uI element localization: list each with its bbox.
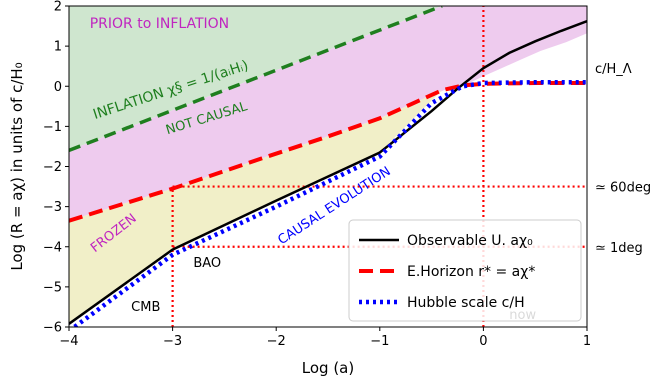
annotation-7: CMB: [131, 300, 160, 315]
y-tick-label-7: 0: [54, 80, 62, 95]
legend-label-3: Hubble scale c/H: [407, 295, 525, 311]
legend: Observable U. aχ₀ E.Horizon r* = aχ* Hubbl…: [348, 219, 582, 322]
y-tick-label-3: −4: [43, 240, 62, 255]
y-tick-label-2: −5: [43, 280, 62, 295]
right-label-2: ≃ 60deg: [595, 181, 651, 196]
right-labels-layer: c/H_Λ ≃ 60deg ≃ 1deg: [595, 62, 651, 256]
y-axis-label: Log (R = aχ) in units of c/H₀: [8, 62, 26, 270]
right-label-1: c/H_Λ: [595, 62, 632, 77]
legend-label-1: Observable U. aχ₀: [407, 233, 533, 249]
y-tick-label-5: −2: [43, 160, 62, 175]
right-label-3: ≃ 1deg: [595, 241, 643, 256]
y-tick-label-6: −1: [43, 120, 62, 135]
series-line-1: [69, 20, 587, 325]
series-layer: [69, 6, 587, 327]
x-tick-label-5: 0: [479, 334, 487, 349]
ticks-layer: −4 −3 −2 −1 0 1 −6 −5 −4 −3 −2 −1 0 1 2: [43, 0, 591, 349]
region-not-causal: [69, 6, 587, 221]
y-tick-label-1: −6: [43, 321, 62, 336]
legend-label-2: E.Horizon r* = aχ*: [407, 264, 535, 280]
series-line-4: [69, 6, 443, 153]
y-tick-label-4: −3: [43, 200, 62, 215]
annotation-6: BAO: [193, 256, 221, 271]
x-tick-label-1: −4: [59, 334, 78, 349]
region-frozen: [69, 90, 442, 324]
y-tick-label-9: 2: [54, 0, 62, 15]
annotation-1: PRIOR to INFLATION: [90, 16, 229, 32]
y-tick-label-8: 1: [54, 40, 62, 55]
x-tick-label-2: −3: [163, 334, 182, 349]
x-axis-label: Log (a): [302, 359, 354, 377]
x-tick-label-3: −2: [267, 334, 286, 349]
x-tick-label-6: 1: [583, 334, 591, 349]
x-tick-label-4: −1: [370, 334, 389, 349]
legend-box: [348, 219, 582, 322]
